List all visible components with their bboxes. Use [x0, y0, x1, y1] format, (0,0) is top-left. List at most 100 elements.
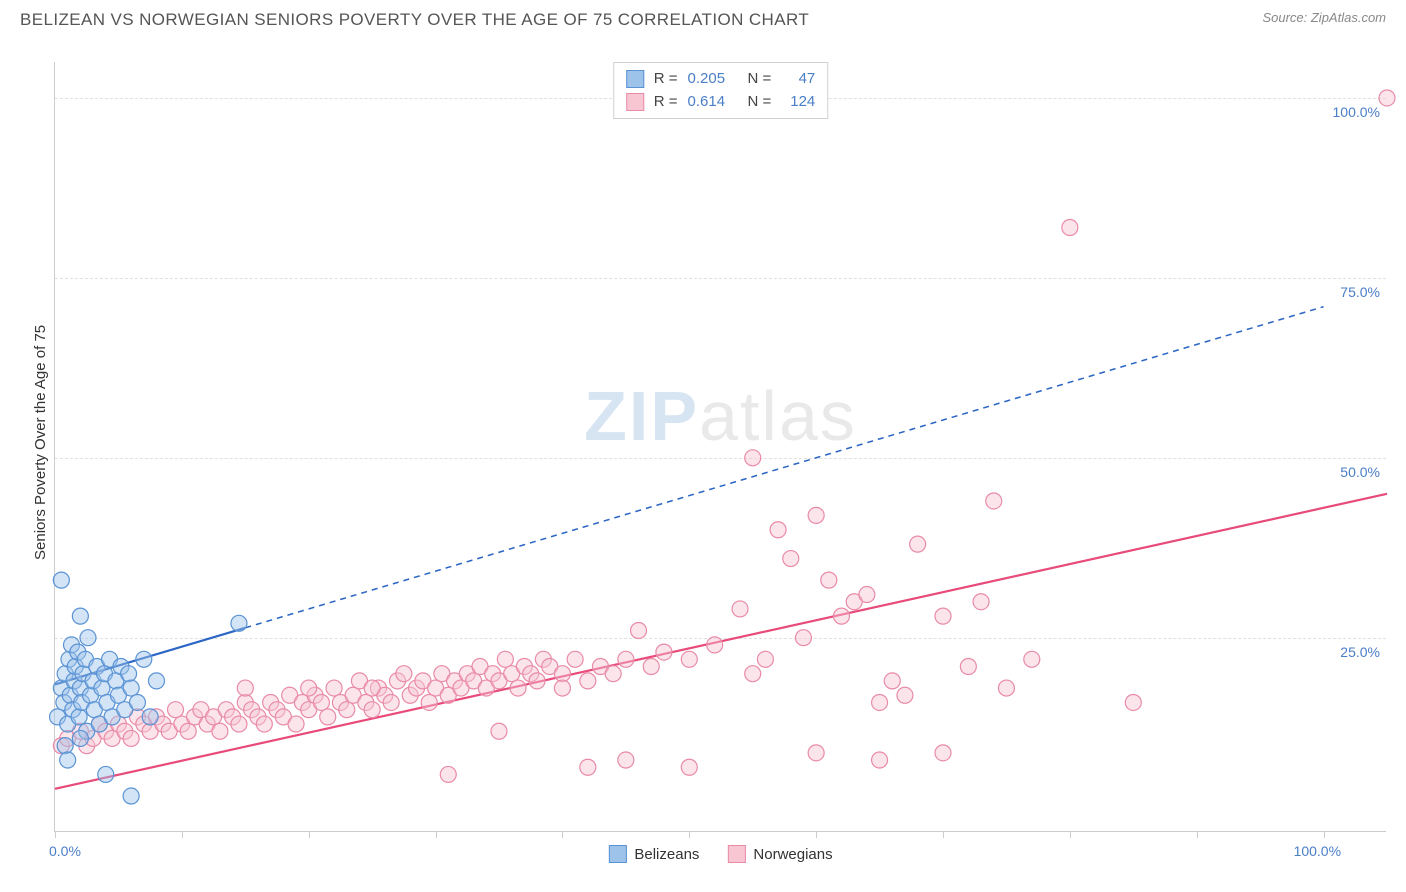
chart-title: BELIZEAN VS NORWEGIAN SENIORS POVERTY OV…: [20, 10, 809, 30]
bottom-legend: Belizeans Norwegians: [608, 845, 832, 863]
data-point: [554, 680, 570, 696]
data-point: [123, 730, 139, 746]
data-point: [872, 752, 888, 768]
data-point: [808, 507, 824, 523]
data-point: [364, 702, 380, 718]
data-point: [618, 651, 634, 667]
data-point: [396, 666, 412, 682]
data-point: [60, 752, 76, 768]
data-point: [808, 745, 824, 761]
data-point: [510, 680, 526, 696]
data-point: [618, 752, 634, 768]
data-point: [681, 651, 697, 667]
data-point: [605, 666, 621, 682]
data-point: [732, 601, 748, 617]
x-tick-mark: [436, 831, 437, 838]
data-point: [960, 658, 976, 674]
data-point: [421, 694, 437, 710]
data-point: [53, 572, 69, 588]
data-point: [935, 745, 951, 761]
swatch-norwegians-bottom: [727, 845, 745, 863]
x-tick-mark: [943, 831, 944, 838]
data-point: [656, 644, 672, 660]
x-tick-mark: [1070, 831, 1071, 838]
x-tick-mark: [55, 831, 56, 838]
data-point: [834, 608, 850, 624]
data-point: [1024, 651, 1040, 667]
data-point: [973, 594, 989, 610]
legend-item-norwegians: Norwegians: [727, 845, 832, 863]
data-point: [72, 730, 88, 746]
data-point: [212, 723, 228, 739]
data-point: [884, 673, 900, 689]
data-point: [136, 651, 152, 667]
data-point: [313, 694, 329, 710]
x-tick-mark: [1197, 831, 1198, 838]
x-tick-mark: [689, 831, 690, 838]
data-point: [745, 666, 761, 682]
scatter-chart: ZIPatlas 25.0%50.0%75.0%100.0%0.0%100.0%…: [54, 62, 1386, 832]
data-point: [491, 723, 507, 739]
data-point: [631, 623, 647, 639]
data-point: [142, 709, 158, 725]
data-point: [910, 536, 926, 552]
data-point: [440, 766, 456, 782]
data-point: [872, 694, 888, 710]
data-point: [580, 673, 596, 689]
data-point: [770, 522, 786, 538]
data-point: [1062, 220, 1078, 236]
data-point: [643, 658, 659, 674]
x-tick-mark: [816, 831, 817, 838]
data-point: [72, 608, 88, 624]
data-point: [320, 709, 336, 725]
data-point: [859, 587, 875, 603]
data-point: [123, 788, 139, 804]
plot-svg: [55, 62, 1386, 831]
data-point: [998, 680, 1014, 696]
swatch-belizeans-bottom: [608, 845, 626, 863]
data-point: [71, 709, 87, 725]
data-point: [123, 680, 139, 696]
data-point: [57, 738, 73, 754]
data-point: [795, 630, 811, 646]
data-point: [783, 551, 799, 567]
x-tick-mark: [562, 831, 563, 838]
data-point: [80, 630, 96, 646]
data-point: [897, 687, 913, 703]
source-label: Source: ZipAtlas.com: [1262, 10, 1386, 25]
data-point: [339, 702, 355, 718]
data-point: [231, 716, 247, 732]
data-point: [168, 702, 184, 718]
data-point: [98, 766, 114, 782]
data-point: [180, 723, 196, 739]
data-point: [580, 759, 596, 775]
data-point: [121, 666, 137, 682]
data-point: [681, 759, 697, 775]
data-point: [301, 680, 317, 696]
data-point: [288, 716, 304, 732]
data-point: [529, 673, 545, 689]
y-axis-label: Seniors Poverty Over the Age of 75: [32, 325, 49, 560]
data-point: [129, 694, 145, 710]
x-tick-mark: [1324, 831, 1325, 838]
data-point: [148, 673, 164, 689]
data-point: [935, 608, 951, 624]
data-point: [757, 651, 773, 667]
data-point: [707, 637, 723, 653]
x-tick-label: 100.0%: [1294, 843, 1341, 859]
data-point: [567, 651, 583, 667]
x-tick-label: 0.0%: [49, 843, 81, 859]
data-point: [821, 572, 837, 588]
data-point: [497, 651, 513, 667]
data-point: [745, 450, 761, 466]
data-point: [364, 680, 380, 696]
x-tick-mark: [182, 831, 183, 838]
data-point: [383, 694, 399, 710]
data-point: [1379, 90, 1395, 106]
data-point: [237, 680, 253, 696]
data-point: [231, 615, 247, 631]
legend-item-belizeans: Belizeans: [608, 845, 699, 863]
data-point: [986, 493, 1002, 509]
data-point: [1125, 694, 1141, 710]
data-point: [256, 716, 272, 732]
